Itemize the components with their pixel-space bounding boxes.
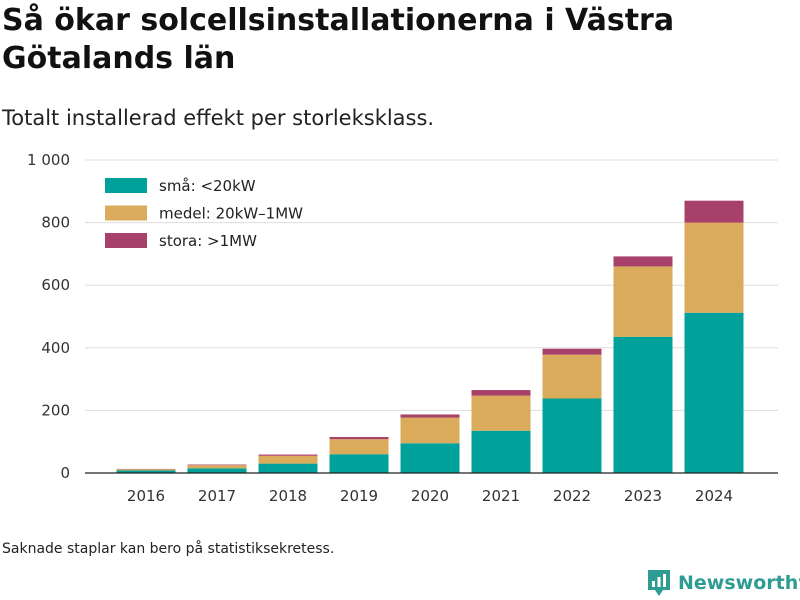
bar-segment: [258, 463, 318, 473]
bar-segment: [471, 430, 531, 473]
legend-swatch: [105, 178, 147, 193]
bar-segment: [258, 455, 318, 464]
bar-segment: [329, 454, 389, 473]
bar-segment: [400, 443, 460, 473]
legend-swatch: [105, 205, 147, 221]
x-tick-label: 2023: [624, 487, 662, 505]
grid-lines: [85, 159, 778, 411]
x-tick-label: 2020: [411, 487, 449, 505]
axes: 0 200 400 600 800 1 000 2016 2017 2018 2019 2020 20…: [27, 151, 778, 505]
x-tick-label: 2024: [695, 487, 733, 505]
chart-title: Så ökar solcellsinstallationerna i Västr…: [2, 3, 675, 76]
y-tick-label: 600: [41, 276, 70, 294]
y-tick-label: 200: [41, 401, 70, 419]
legend-label: medel: 20kW–1MW: [159, 205, 303, 223]
bar-segment: [684, 200, 744, 223]
chart-subtitle: Totalt installerad effekt per storlekskl…: [2, 106, 435, 130]
bar-segment: [329, 439, 389, 455]
brand-logo[interactable]: Newsworthy: [646, 568, 800, 598]
bar-segment: [613, 266, 673, 337]
x-tick-label: 2022: [553, 487, 591, 505]
bar-segment: [542, 398, 602, 473]
legend: små: <20kW medel: 20kW–1MW stora: >1MW: [105, 177, 303, 250]
footnote: Saknade staplar kan bero på statistiksek…: [2, 541, 335, 557]
bar-segment: [187, 465, 247, 469]
bar-segment: [613, 336, 673, 473]
brand-name: Newsworthy: [678, 572, 800, 594]
x-tick-label: 2017: [198, 487, 236, 505]
bar-segment: [684, 312, 744, 473]
bar-segment: [542, 354, 602, 399]
bar-segment: [187, 468, 247, 473]
y-tick-label: 400: [41, 339, 70, 357]
bar-segment: [400, 414, 460, 418]
legend-label: små: <20kW: [159, 177, 256, 195]
x-tick-label: 2018: [269, 487, 307, 505]
bar-segment: [258, 454, 318, 456]
legend-label: stora: >1MW: [159, 232, 257, 250]
bar-segment: [329, 437, 389, 440]
bar-segment: [187, 464, 247, 466]
y-tick-label: 800: [41, 214, 70, 232]
legend-swatch: [105, 233, 147, 248]
bar-segment: [684, 222, 744, 313]
y-tick-label: 0: [60, 464, 70, 482]
bar-segment: [471, 395, 531, 431]
x-tick-label: 2021: [482, 487, 520, 505]
bars: [116, 200, 744, 473]
y-tick-label: 1 000: [27, 151, 70, 169]
bar-segment: [471, 390, 531, 396]
newsworthy-logo-icon: [648, 570, 670, 596]
x-tick-label: 2016: [127, 487, 165, 505]
bar-segment: [542, 348, 602, 355]
bar-segment: [116, 470, 176, 473]
x-tick-label: 2019: [340, 487, 378, 505]
bar-segment: [400, 417, 460, 444]
bar-segment: [613, 256, 673, 267]
bar-segment: [116, 469, 176, 471]
